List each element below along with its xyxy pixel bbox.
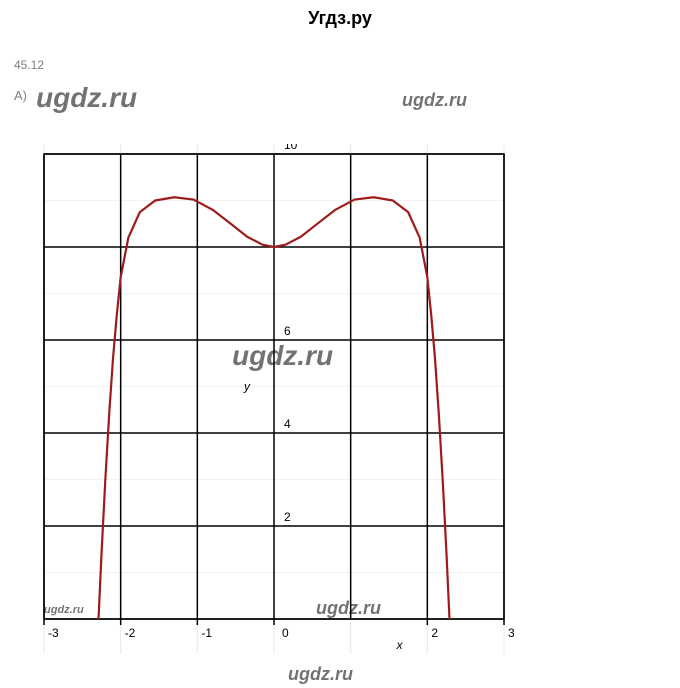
svg-text:2: 2 — [284, 510, 291, 524]
svg-text:-2: -2 — [125, 626, 136, 640]
svg-text:-3: -3 — [48, 626, 59, 640]
problem-number: 45.12 — [14, 58, 44, 72]
problem-sublabel: А) — [14, 88, 27, 103]
chart-svg: -3 -2 -1 0 2 3 x 2 4 6 10 y — [14, 144, 514, 654]
svg-text:x: x — [396, 638, 404, 652]
watermark: ugdz.ru — [232, 340, 333, 372]
watermark: ugdz.ru — [36, 82, 137, 114]
svg-text:-1: -1 — [201, 626, 212, 640]
svg-text:4: 4 — [284, 417, 291, 431]
svg-text:10: 10 — [284, 144, 298, 152]
svg-text:3: 3 — [508, 626, 514, 640]
svg-text:2: 2 — [431, 626, 438, 640]
watermark: ugdz.ru — [288, 664, 353, 685]
chart-container: -3 -2 -1 0 2 3 x 2 4 6 10 y — [14, 144, 514, 659]
svg-text:0: 0 — [282, 626, 289, 640]
watermark: ugdz.ru — [316, 598, 381, 619]
svg-text:6: 6 — [284, 324, 291, 338]
watermark: ugdz.ru — [402, 90, 467, 111]
page-title: Угдз.ру — [0, 8, 680, 29]
watermark: ugdz.ru — [44, 604, 84, 616]
svg-text:y: y — [243, 380, 251, 394]
